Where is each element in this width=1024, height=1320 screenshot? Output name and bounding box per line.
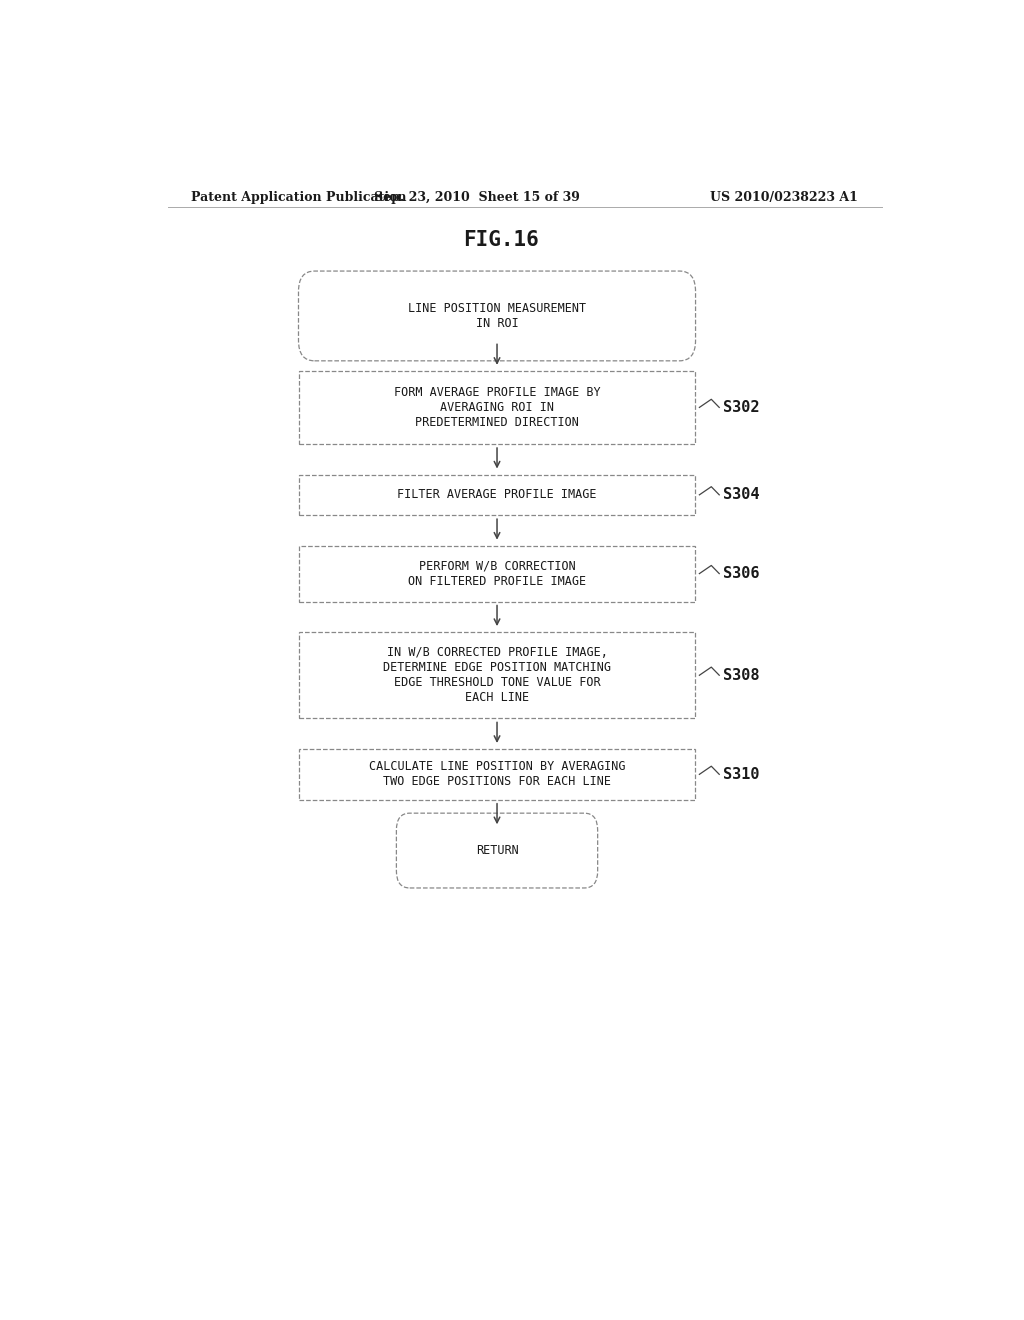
FancyBboxPatch shape bbox=[299, 545, 695, 602]
Text: FIG.16: FIG.16 bbox=[463, 230, 539, 249]
Text: CALCULATE LINE POSITION BY AVERAGING
TWO EDGE POSITIONS FOR EACH LINE: CALCULATE LINE POSITION BY AVERAGING TWO… bbox=[369, 760, 626, 788]
Text: PERFORM W/B CORRECTION
ON FILTERED PROFILE IMAGE: PERFORM W/B CORRECTION ON FILTERED PROFI… bbox=[408, 560, 586, 587]
Text: S306: S306 bbox=[723, 566, 760, 581]
Text: IN W/B CORRECTED PROFILE IMAGE,
DETERMINE EDGE POSITION MATCHING
EDGE THRESHOLD : IN W/B CORRECTED PROFILE IMAGE, DETERMIN… bbox=[383, 647, 611, 705]
FancyBboxPatch shape bbox=[299, 271, 695, 360]
Text: Patent Application Publication: Patent Application Publication bbox=[191, 190, 407, 203]
FancyBboxPatch shape bbox=[299, 632, 695, 718]
FancyBboxPatch shape bbox=[396, 813, 598, 888]
Text: RETURN: RETURN bbox=[476, 843, 518, 857]
Text: Sep. 23, 2010  Sheet 15 of 39: Sep. 23, 2010 Sheet 15 of 39 bbox=[374, 190, 581, 203]
Text: S302: S302 bbox=[723, 400, 760, 414]
Text: S308: S308 bbox=[723, 668, 760, 682]
Text: US 2010/0238223 A1: US 2010/0238223 A1 bbox=[711, 190, 858, 203]
Text: FORM AVERAGE PROFILE IMAGE BY
AVERAGING ROI IN
PREDETERMINED DIRECTION: FORM AVERAGE PROFILE IMAGE BY AVERAGING … bbox=[393, 385, 600, 429]
Text: LINE POSITION MEASUREMENT
IN ROI: LINE POSITION MEASUREMENT IN ROI bbox=[408, 302, 586, 330]
Text: S304: S304 bbox=[723, 487, 760, 503]
Text: FILTER AVERAGE PROFILE IMAGE: FILTER AVERAGE PROFILE IMAGE bbox=[397, 488, 597, 502]
FancyBboxPatch shape bbox=[299, 371, 695, 444]
Text: S310: S310 bbox=[723, 767, 760, 781]
FancyBboxPatch shape bbox=[299, 474, 695, 515]
FancyBboxPatch shape bbox=[299, 748, 695, 800]
